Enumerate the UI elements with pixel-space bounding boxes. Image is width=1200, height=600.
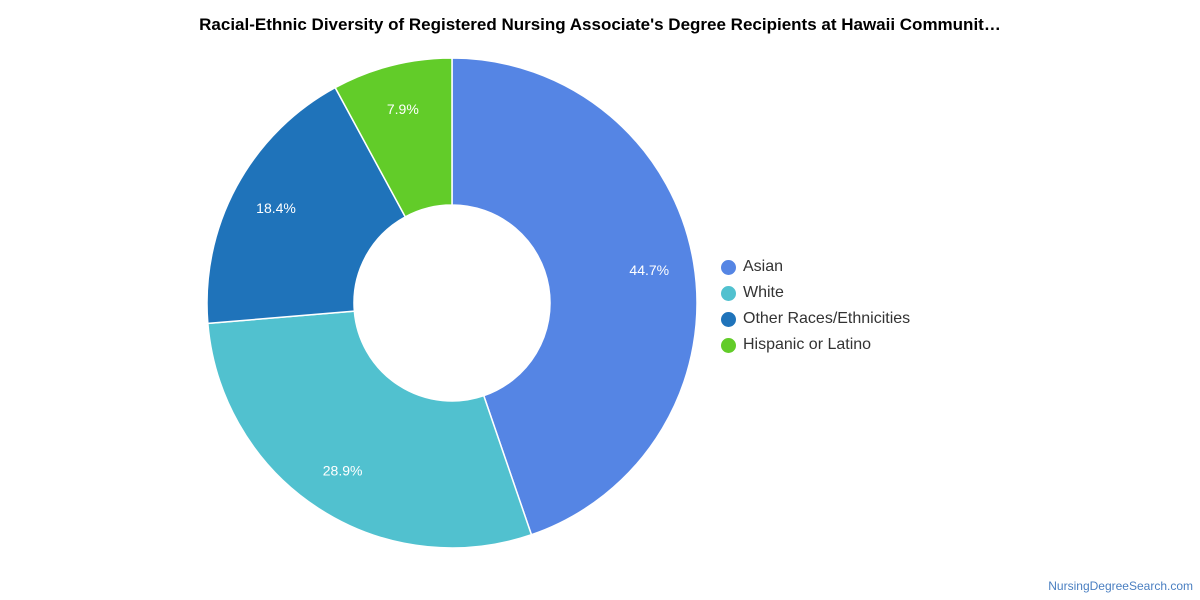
data-label: 18.4%: [256, 200, 296, 216]
data-label: 7.9%: [387, 101, 419, 117]
legend-label: White: [743, 284, 784, 301]
chart-legend: Asian White Other Races/Ethnicities Hispani…: [721, 254, 910, 358]
legend-swatch: [721, 311, 736, 327]
legend-item: Hispanic or Latino: [721, 332, 910, 358]
legend-swatch: [721, 337, 736, 353]
data-label: 44.7%: [629, 262, 669, 278]
slice-other-races-ethnicities: [206, 86, 407, 325]
chart-title: Racial-Ethnic Diversity of Registered Nu…: [199, 15, 1001, 34]
legend-label: Hispanic or Latino: [743, 336, 872, 353]
legend-item: Asian: [721, 254, 910, 280]
legend-label: Other Races/Ethnicities: [743, 310, 911, 327]
data-label: 28.9%: [323, 462, 363, 478]
legend-item: Other Races/Ethnicities: [721, 306, 910, 332]
source-credit: NursingDegreeSearch.com: [1048, 579, 1193, 593]
legend-swatch: [721, 259, 736, 275]
slice-asian: [451, 57, 698, 536]
legend-label: Asian: [743, 258, 784, 275]
legend-item: White: [721, 280, 910, 306]
legend-swatch: [721, 285, 736, 301]
slice-hispanic-or-latino: [334, 57, 453, 218]
slice-white: [207, 310, 533, 549]
